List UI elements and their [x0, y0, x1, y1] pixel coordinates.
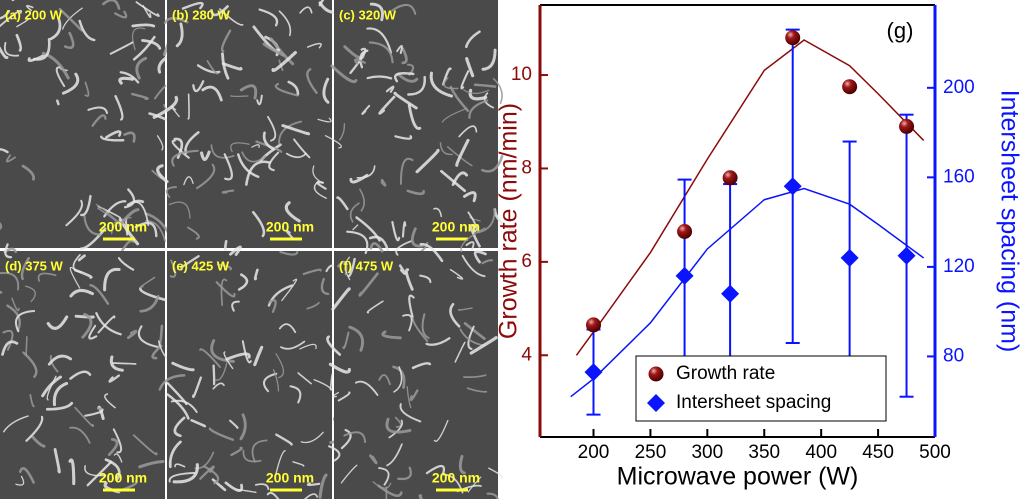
scale-bar-label: 200 nm — [432, 219, 480, 235]
panel-label: (b) 280 W — [172, 7, 231, 22]
nanosheet — [133, 25, 154, 26]
y-tick-label: 10 — [511, 64, 532, 85]
x-tick-label: 250 — [635, 442, 667, 463]
fit-curve — [576, 40, 923, 355]
nanosheet — [214, 366, 215, 384]
data-point — [899, 119, 914, 134]
sem-image: (f) 475 W 200 nm — [327, 228, 501, 499]
y-axis-label: Growth rate (nm/min) — [495, 103, 523, 339]
sem-background — [334, 251, 498, 499]
annotation: (g) — [887, 18, 914, 43]
data-point — [842, 79, 857, 94]
data-point — [721, 285, 739, 303]
legend-label: Growth rate — [676, 363, 775, 384]
data-point — [785, 30, 800, 45]
sem-panels: (a) 200 W 200 nm (b) 280 W 200 nm (c) 320 W 2… — [0, 0, 513, 499]
y-tick-label: 6 — [521, 251, 532, 272]
data-point — [677, 224, 692, 239]
y2-tick-label: 120 — [943, 256, 975, 277]
y-tick-label: 4 — [521, 344, 532, 365]
sem-background — [167, 0, 332, 248]
nanosheet — [188, 94, 189, 119]
nanosheet — [113, 363, 136, 364]
x-tick-label: 400 — [805, 442, 837, 463]
chart: 200 250 300 350 400 450 500 4 6 8 10 80 120 160 200 Mic… — [495, 5, 1024, 491]
sem-image: (d) 375 W 200 nm — [0, 244, 179, 499]
x-tick-label: 200 — [578, 442, 610, 463]
sem-background — [0, 0, 165, 248]
y2-axis-label: Intersheet spacing (nm) — [995, 90, 1023, 353]
sem-image: (b) 280 W 200 nm — [154, 0, 342, 263]
panel-label: (d) 375 W — [5, 258, 64, 273]
y-tick-label: 8 — [521, 157, 532, 178]
legend-marker — [649, 367, 664, 382]
panel-label: (f) 475 W — [339, 258, 394, 273]
y2-tick-label: 200 — [943, 77, 975, 98]
y2-tick-label: 160 — [943, 166, 975, 187]
x-axis-label: Microwave power (W) — [617, 463, 859, 491]
legend: Growth rate Intersheet spacing — [636, 356, 886, 421]
y2-tick-label: 80 — [943, 345, 964, 366]
scale-bar-label: 200 nm — [99, 219, 147, 235]
scale-bar-label: 200 nm — [266, 470, 314, 486]
sem-image: (c) 320 W 200 nm — [326, 0, 514, 260]
nanosheet — [57, 101, 58, 104]
x-tick-label: 300 — [691, 442, 723, 463]
sem-image: (a) 200 W 200 nm — [0, 0, 184, 263]
x-tick-label: 350 — [748, 442, 780, 463]
panel-label: (c) 320 W — [339, 7, 397, 22]
scale-bar-label: 200 nm — [99, 470, 147, 486]
x-tick-label: 500 — [919, 442, 951, 463]
scale-bar-label: 200 nm — [432, 470, 480, 486]
data-point — [586, 317, 601, 332]
data-point — [585, 363, 603, 381]
scale-bar-label: 200 nm — [266, 219, 314, 235]
nanosheet — [26, 337, 27, 356]
legend-label: Intersheet spacing — [676, 392, 831, 413]
data-point — [723, 170, 738, 185]
data-point — [841, 249, 859, 267]
panel-label: (a) 200 W — [5, 7, 63, 22]
nanosheet — [231, 96, 248, 97]
panel-label: (e) 425 W — [172, 258, 230, 273]
x-tick-label: 450 — [862, 442, 894, 463]
sem-image: (e) 425 W 200 nm — [160, 247, 341, 499]
data-point — [784, 177, 802, 195]
